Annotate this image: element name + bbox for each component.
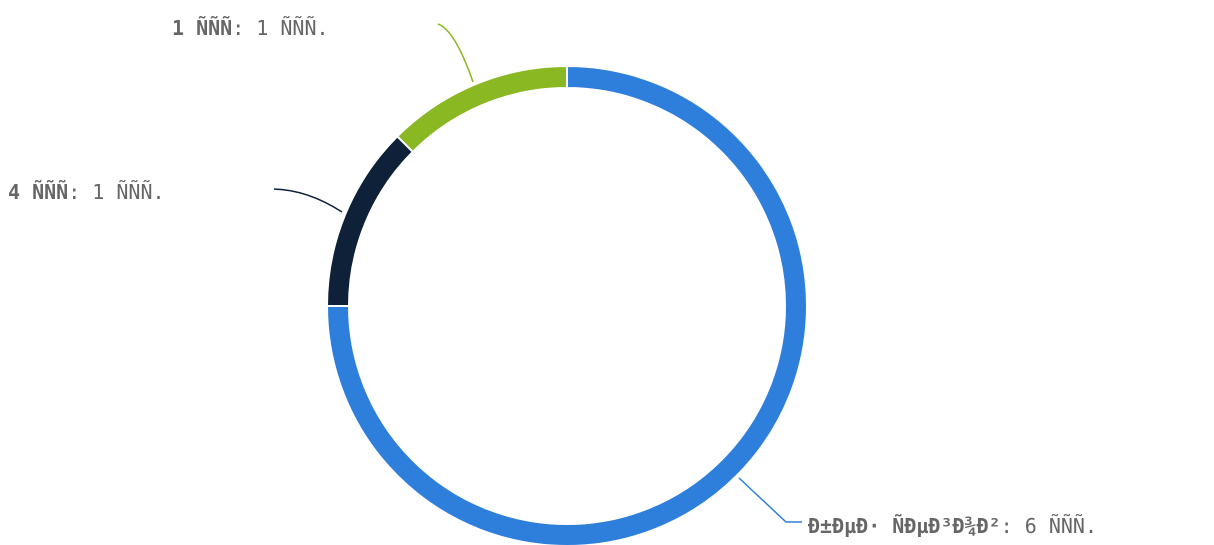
leader-line-no-tags bbox=[738, 477, 802, 523]
data-label-1-tag: 1 ÑÑÑ: 1 ÑÑÑ. bbox=[172, 16, 329, 40]
leader-lines-group bbox=[273, 23, 802, 523]
slices-group bbox=[325, 64, 808, 545]
donut-slice-4-tags[interactable] bbox=[325, 134, 415, 307]
leader-line-1-tag bbox=[437, 23, 474, 83]
data-label-4-tags: 4 ÑÑÑ: 1 ÑÑÑ. bbox=[8, 180, 165, 204]
donut-slice-no-tags[interactable] bbox=[325, 64, 808, 545]
donut-slice-1-tag[interactable] bbox=[395, 64, 568, 154]
leader-line-4-tags bbox=[273, 188, 343, 213]
data-label-no-tags: Ð±ÐµÐ· ÑÐµÐ³Ð¾Ð²: 6 ÑÑÑ. bbox=[808, 514, 1097, 538]
data-labels-group: Ð±ÐµÐ· ÑÐµÐ³Ð¾Ð²: 6 ÑÑÑ. 4 ÑÑÑ: 1 ÑÑÑ. 1… bbox=[8, 16, 1097, 538]
